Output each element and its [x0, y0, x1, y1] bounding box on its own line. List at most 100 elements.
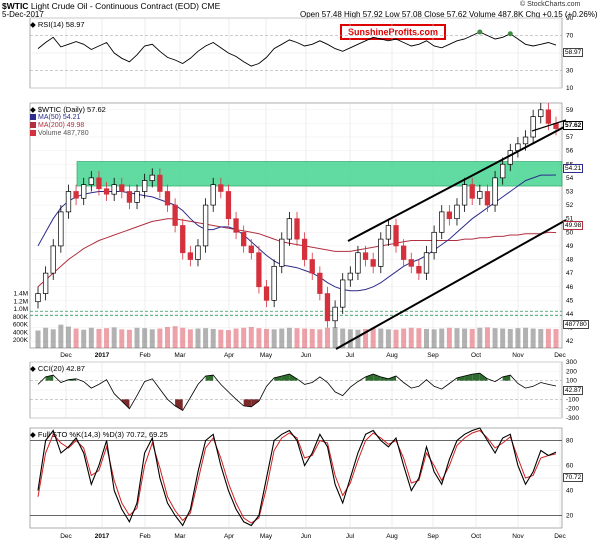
- x-tick-label: May: [260, 352, 273, 359]
- candle-body: [317, 272, 323, 294]
- rsi-line: [37, 31, 557, 67]
- price-label: ◆ $WTIC (Daily) 57.62: [30, 105, 106, 114]
- volume-bar: [180, 327, 186, 348]
- candle-body: [301, 238, 308, 260]
- volume-bar: [309, 328, 315, 348]
- volume-bar: [484, 327, 490, 348]
- x-tick-label: Jun: [301, 352, 312, 359]
- volume-bar: [134, 327, 140, 348]
- volume-bar: [210, 328, 216, 348]
- candle-body: [423, 252, 430, 274]
- channel-upper-line: [347, 125, 567, 242]
- volume-bar: [370, 328, 376, 348]
- candle-body: [431, 231, 437, 254]
- volume-bar: [294, 328, 300, 348]
- volume-bar: [393, 329, 399, 348]
- rsi-overbought-mark: [477, 29, 483, 35]
- candle-body: [530, 116, 536, 138]
- volume-bar: [218, 329, 224, 348]
- candle-body: [340, 279, 346, 308]
- x-tick-label: Jun: [301, 533, 312, 540]
- x-tick-label: Feb: [139, 352, 151, 359]
- volume-pill: 487780: [563, 320, 589, 329]
- x-tick-label: Mar: [174, 533, 186, 540]
- candle-body: [279, 238, 285, 267]
- volume-bar: [355, 329, 361, 348]
- candle-body: [210, 184, 216, 206]
- x-tick-label: Aug: [386, 352, 398, 359]
- price-tick-label: 45: [566, 297, 574, 304]
- cci-positive-fill: [365, 374, 374, 381]
- volume-bar: [477, 327, 483, 348]
- candle-body: [294, 218, 300, 240]
- price-tick-label: 50: [566, 229, 574, 236]
- candle-body: [324, 293, 331, 322]
- sto-tick-label: 20: [566, 513, 574, 520]
- cci-positive-fill: [472, 373, 480, 381]
- x-tick-label: Apr: [224, 352, 235, 359]
- candle-body: [141, 180, 148, 192]
- cci-positive-fill: [205, 375, 214, 381]
- candle-body: [446, 211, 453, 220]
- ma50-swatch: [30, 114, 36, 121]
- cci-positive-fill: [388, 376, 397, 381]
- x-tick-label: Oct: [471, 533, 481, 540]
- volume-bar: [385, 329, 391, 348]
- candle-body: [81, 184, 87, 199]
- candle-body: [408, 259, 414, 267]
- volume-bar: [553, 329, 559, 348]
- candle-body: [477, 191, 483, 199]
- candle-body: [58, 211, 64, 247]
- x-tick-label: May: [260, 533, 273, 540]
- volume-bar: [58, 324, 64, 348]
- sto-k-line: [37, 427, 557, 527]
- volume-swatch: [30, 130, 36, 137]
- volume-bar: [264, 328, 270, 348]
- volume-bar: [286, 327, 292, 348]
- volume-tick-label: 1.0M: [14, 306, 28, 313]
- volume-bar: [88, 327, 94, 348]
- candle-body: [362, 252, 369, 260]
- candle-body: [73, 191, 79, 199]
- volume-bar: [104, 328, 110, 348]
- volume-bar: [324, 327, 330, 348]
- candle-body: [42, 272, 49, 294]
- volume-bar: [424, 328, 429, 348]
- volume-bar: [545, 328, 551, 348]
- candle-body: [248, 245, 254, 254]
- price-tick-label: 42: [566, 338, 574, 345]
- chart-title: $WTIC Light Crude Oil - Continuous Contr…: [2, 1, 221, 11]
- candle-body: [233, 218, 239, 233]
- chart-date: 5-Dec-2017: [2, 10, 44, 19]
- candle-body: [393, 225, 399, 247]
- volume-bar: [248, 327, 254, 348]
- volume-bar: [256, 328, 262, 348]
- volume-bar: [515, 328, 521, 348]
- cci-positive-fill: [274, 376, 282, 381]
- price-tick-label: 54: [566, 175, 574, 182]
- close-pill: 57.62: [563, 121, 584, 130]
- sto-label: ◆ Full STO %K(14,3) %D(3) 70.72, 69.25: [30, 430, 168, 439]
- candle-body: [484, 191, 491, 206]
- volume-bar: [271, 329, 277, 348]
- rsi-tick-label: 10: [566, 85, 574, 92]
- copyright: © StockCharts.com: [520, 1, 581, 8]
- resistance-zone: [76, 161, 563, 187]
- cci-line: [37, 372, 557, 412]
- candle-body: [187, 252, 194, 260]
- volume-legend: Volume 487,780: [30, 130, 89, 137]
- price-tick-label: 49: [566, 243, 574, 250]
- price-tick-label: 59: [566, 107, 574, 114]
- candle-body: [309, 259, 315, 274]
- candle-body: [225, 191, 232, 220]
- volume-bar: [149, 329, 155, 348]
- volume-bar: [416, 328, 422, 348]
- candle-body: [149, 174, 155, 181]
- volume-bar: [172, 326, 178, 348]
- ma200-legend: MA(200) 49.98: [30, 122, 84, 129]
- ma50-line: [37, 174, 557, 292]
- cci-positive-fill: [289, 374, 297, 381]
- volume-bar: [126, 329, 132, 348]
- x-tick-label: Dec: [554, 352, 566, 359]
- candle-body: [256, 252, 262, 288]
